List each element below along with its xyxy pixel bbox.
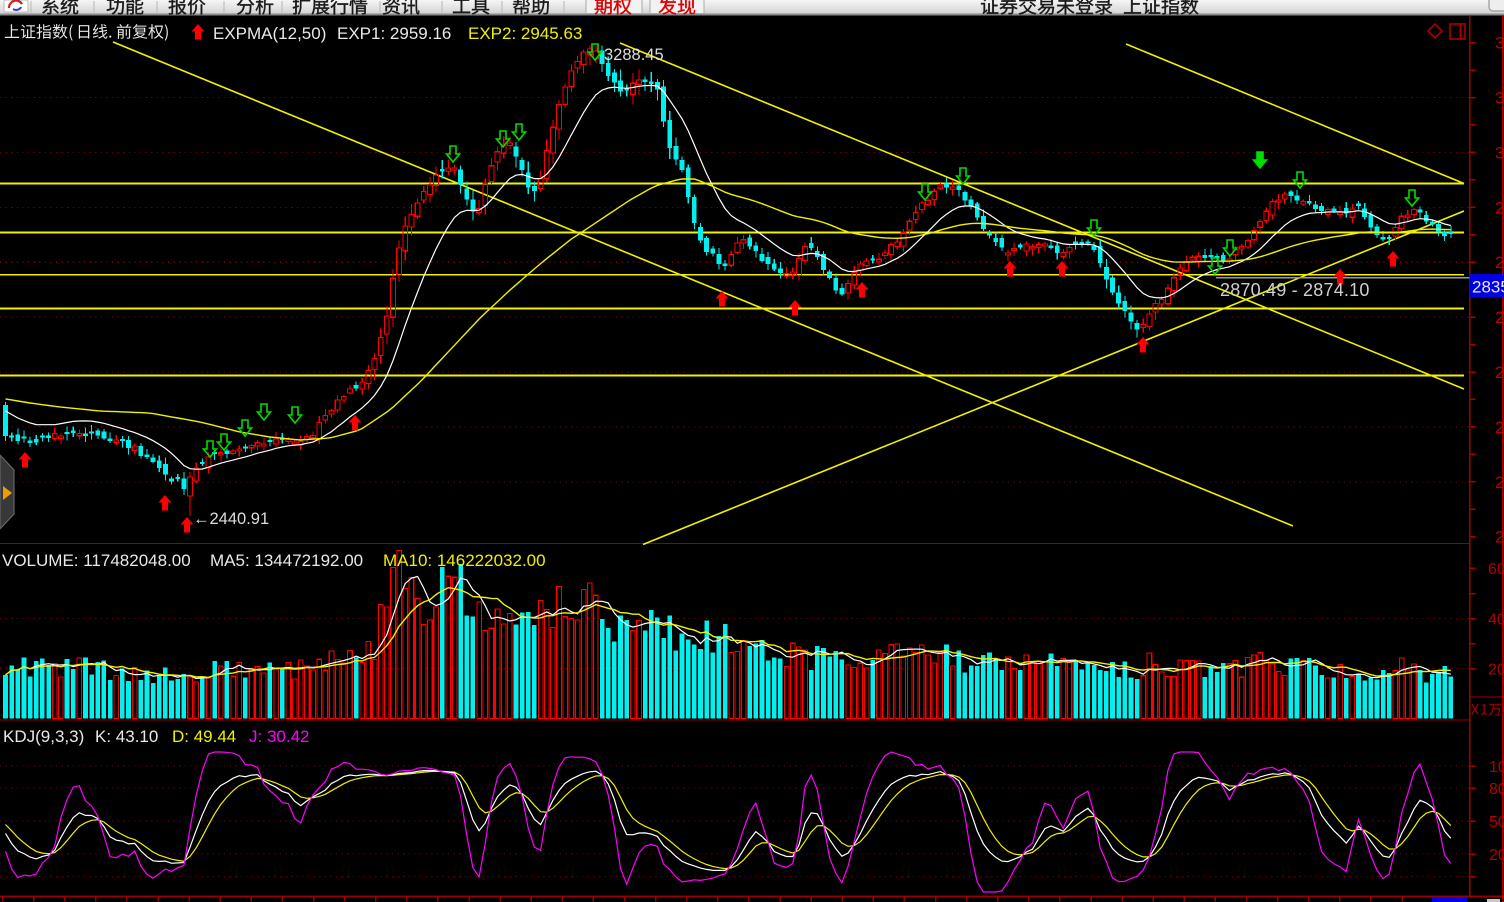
svg-text:K: 43.10: K: 43.10 [95,727,158,746]
svg-text:40: 40 [1488,612,1504,629]
svg-text:50: 50 [1489,814,1504,831]
svg-text:3288.45: 3288.45 [604,46,664,64]
svg-text:VOLUME: 117482048.00: VOLUME: 117482048.00 [2,551,191,570]
svg-text:EXPMA(12,50): EXPMA(12,50) [213,24,326,43]
svg-text:2900.82: 2900.82 [1495,253,1504,272]
svg-text:2507.10: 2507.10 [1495,473,1504,492]
svg-text:2605.53: 2605.53 [1495,418,1504,437]
svg-text:60: 60 [1488,561,1504,578]
svg-text:100: 100 [1489,759,1504,776]
svg-text:2999.25: 2999.25 [1495,198,1504,217]
svg-text:J: 30.42: J: 30.42 [249,727,310,746]
svg-text:3097.68: 3097.68 [1495,143,1504,162]
svg-text:80: 80 [1489,781,1504,798]
svg-text:EXP1: 2959.16: EXP1: 2959.16 [337,24,451,43]
svg-text:2835.28: 2835.28 [1472,278,1504,297]
svg-text:3294.54: 3294.54 [1495,34,1504,53]
svg-text:2408.67: 2408.67 [1495,528,1504,547]
svg-text:MA5: 134472192.00: MA5: 134472192.00 [210,551,363,570]
svg-text:20: 20 [1489,847,1504,864]
svg-text:20: 20 [1488,662,1504,679]
svg-text:2802.39: 2802.39 [1495,308,1504,327]
svg-text:EXP2: 2945.63: EXP2: 2945.63 [468,24,582,43]
svg-text:2703.96: 2703.96 [1495,363,1504,382]
svg-text:KDJ(9,3,3): KDJ(9,3,3) [3,727,84,746]
svg-text:←2440.91: ←2440.91 [193,510,269,528]
svg-text:D: 49.44: D: 49.44 [172,727,236,746]
svg-text:2870.49 - 2874.10: 2870.49 - 2874.10 [1220,280,1370,300]
svg-text:MA10: 146222032.00: MA10: 146222032.00 [383,551,546,570]
svg-text:3196.11: 3196.11 [1495,89,1504,108]
